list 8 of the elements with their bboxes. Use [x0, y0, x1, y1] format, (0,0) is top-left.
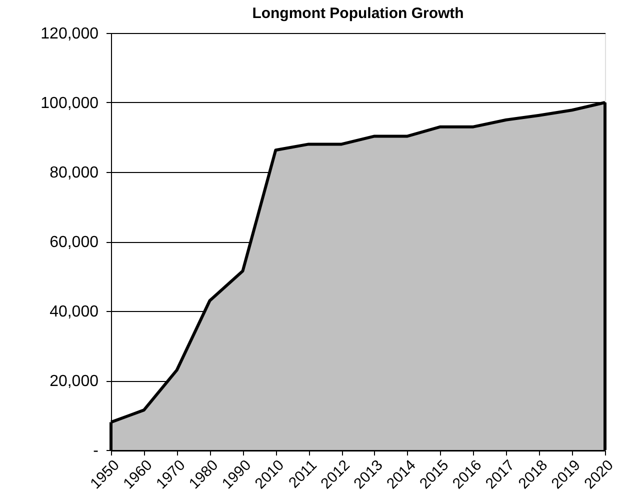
y-tick-label: 120,000 [40, 26, 99, 42]
y-tick-label: 80,000 [50, 164, 99, 182]
chart-title: Longmont Population Growth [252, 5, 464, 22]
y-tick-label: 60,000 [50, 234, 99, 251]
y-tick-label: 20,000 [50, 373, 99, 390]
y-tick-label: 100,000 [40, 95, 99, 112]
y-tick-label: - [93, 442, 98, 460]
y-tick-label: 40,000 [50, 304, 99, 320]
